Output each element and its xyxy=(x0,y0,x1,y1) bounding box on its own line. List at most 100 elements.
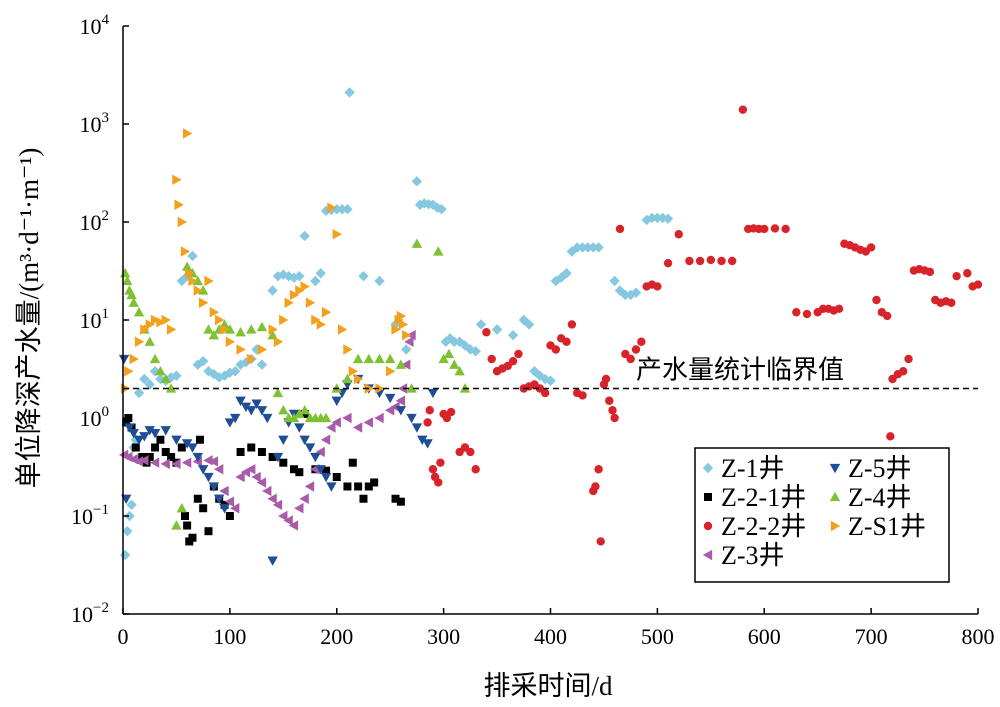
data-point xyxy=(128,429,139,439)
data-point xyxy=(866,243,876,252)
data-point xyxy=(663,258,673,268)
data-point xyxy=(267,493,277,504)
data-point xyxy=(295,285,305,296)
data-point xyxy=(300,281,310,292)
data-point xyxy=(354,482,363,491)
data-point xyxy=(888,374,897,384)
legend-entry: Z-2-2井 xyxy=(703,512,806,541)
data-point xyxy=(337,324,348,335)
data-point xyxy=(156,316,166,328)
x-tick-label: 100 xyxy=(213,624,246,649)
legend-label: Z-4井 xyxy=(848,483,912,512)
data-point xyxy=(279,314,289,326)
data-point xyxy=(193,285,204,296)
data-point xyxy=(150,314,161,326)
data-point xyxy=(342,373,353,384)
data-point xyxy=(171,520,182,530)
data-point xyxy=(582,242,594,253)
data-point xyxy=(352,422,363,433)
data-point xyxy=(279,458,288,467)
data-point xyxy=(320,412,332,423)
data-point xyxy=(562,337,571,346)
data-point xyxy=(262,485,272,497)
series-Z-S1井 xyxy=(120,128,412,394)
data-point xyxy=(523,319,535,330)
data-point xyxy=(561,268,572,279)
data-point xyxy=(507,329,519,341)
data-point xyxy=(224,496,235,507)
data-point xyxy=(630,287,642,298)
data-point xyxy=(390,401,400,413)
data-point xyxy=(197,465,209,475)
data-point xyxy=(326,422,336,433)
data-point xyxy=(792,308,801,317)
data-point xyxy=(124,510,135,522)
data-point xyxy=(396,497,405,506)
data-point xyxy=(433,246,444,256)
data-point xyxy=(717,256,726,266)
data-point xyxy=(343,344,353,355)
data-point xyxy=(925,267,935,277)
data-point xyxy=(605,396,614,405)
data-point xyxy=(331,417,341,428)
data-point xyxy=(149,429,161,439)
axes-layer: 0 100 200 300 400 500 600 700 800 10−2 10−1 100 101 1… xyxy=(71,12,994,649)
data-point xyxy=(247,353,257,365)
legend-entry: Z-S1井 xyxy=(830,512,926,541)
data-point xyxy=(124,366,134,377)
data-point xyxy=(487,354,496,364)
data-point xyxy=(122,418,131,427)
x-tick-label: 700 xyxy=(855,624,888,649)
data-point xyxy=(299,435,310,445)
data-point xyxy=(144,379,155,390)
series-Z-2-2井 xyxy=(423,105,983,546)
data-point xyxy=(411,238,423,248)
data-point xyxy=(197,285,209,295)
legend-label: Z-2-1井 xyxy=(721,483,806,512)
legend-marker xyxy=(702,549,713,561)
data-point xyxy=(738,105,748,114)
data-point xyxy=(144,426,155,436)
series-Z-4井 xyxy=(119,238,471,530)
data-point xyxy=(695,256,705,266)
data-point xyxy=(257,344,268,355)
data-point xyxy=(363,353,375,364)
data-point xyxy=(172,174,182,185)
data-point xyxy=(246,464,256,475)
data-point xyxy=(406,383,417,393)
data-point xyxy=(230,366,241,377)
data-point xyxy=(727,256,737,266)
legend-marker xyxy=(829,491,841,502)
data-point xyxy=(240,402,252,413)
data-point xyxy=(235,359,246,370)
x-axis-title: 排采时间/d xyxy=(483,671,613,701)
data-point xyxy=(596,537,605,546)
legend-label: Z-2-2井 xyxy=(721,512,806,541)
data-point xyxy=(160,426,171,436)
data-point xyxy=(620,289,631,301)
data-point xyxy=(177,216,187,228)
y-axis-title: 单位降深产水量/(m³·d⁻¹·m⁻¹) xyxy=(14,148,44,489)
legend-entry: Z-5井 xyxy=(829,454,912,483)
data-point xyxy=(235,396,246,406)
data-point xyxy=(320,472,332,483)
legend-entry: Z-3井 xyxy=(702,541,785,570)
data-point xyxy=(192,359,204,370)
data-point xyxy=(304,443,316,453)
data-point xyxy=(646,212,658,224)
data-point xyxy=(257,447,266,456)
legend-marker xyxy=(830,520,841,532)
data-point xyxy=(294,408,305,419)
y-tick-label: 102 xyxy=(80,208,110,235)
data-point xyxy=(434,478,443,487)
data-point xyxy=(208,329,220,340)
data-point xyxy=(343,482,352,491)
legend-entry: Z-4井 xyxy=(829,483,912,512)
data-point xyxy=(208,456,219,467)
data-point xyxy=(149,457,160,468)
data-point xyxy=(952,271,961,281)
data-point xyxy=(220,324,230,335)
series-layer xyxy=(118,87,983,566)
legend-label: Z-S1井 xyxy=(848,512,926,541)
data-point xyxy=(278,435,289,445)
